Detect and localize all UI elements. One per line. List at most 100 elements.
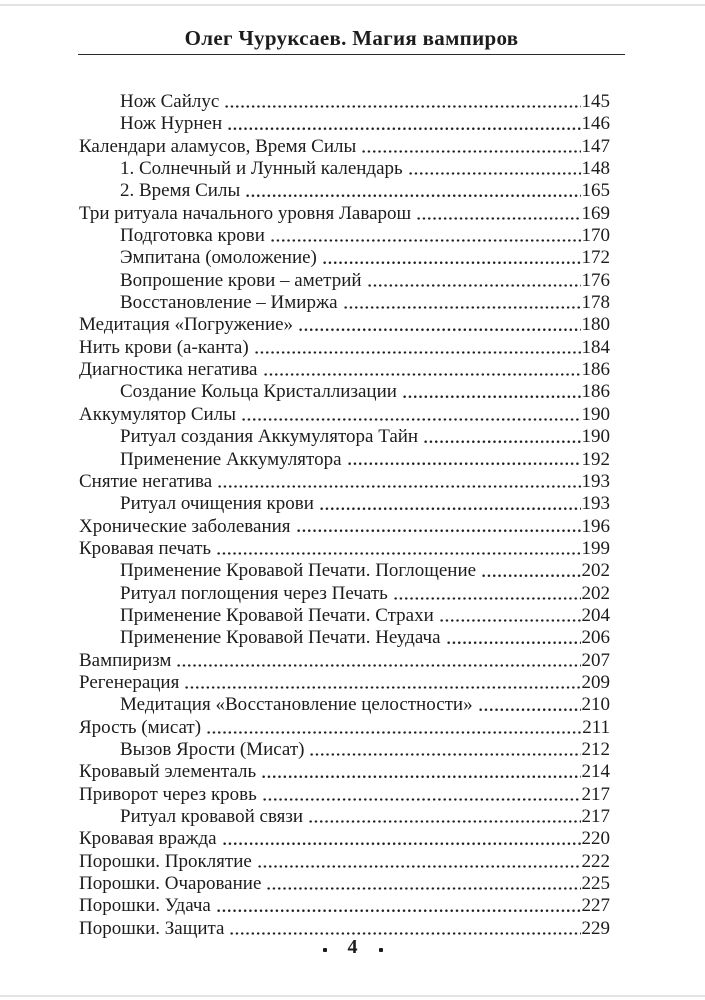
toc-leader-dots (215, 908, 581, 914)
toc-entry: Создание Кольца Кристаллизации 186 (79, 381, 610, 403)
toc-leader-dots (221, 841, 581, 847)
toc-leader-dots (318, 506, 581, 512)
toc-entry-title: Ритуал поглощения через Печать (120, 582, 388, 604)
scan-artifact-bottom (0, 995, 705, 997)
toc-entry-page: 172 (581, 247, 611, 269)
toc-entry-page: 165 (581, 180, 611, 202)
toc-leader-dots (342, 305, 581, 311)
toc-leader-dots (416, 215, 581, 222)
toc-entry-page: 202 (581, 560, 611, 582)
toc-entry-page: 147 (581, 135, 611, 157)
toc-entry-title: 2. Время Силы (120, 180, 241, 202)
toc-entry-title: Приворот через кровь (79, 783, 257, 805)
toc-entry-title: Порошки. Очарование (79, 873, 262, 895)
toc-entry-page: 145 (581, 91, 611, 112)
toc-entry-page: 227 (581, 895, 611, 917)
toc-entry-title: Регенерация (79, 671, 180, 693)
toc-entry-page: 211 (582, 716, 610, 738)
toc-entry: Восстановление – Имиржа 178 (79, 292, 610, 314)
toc-entry: Медитация «Восстановление целостности» 2… (79, 694, 610, 716)
toc-entry: Диагностика негатива 186 (79, 359, 610, 381)
toc-entry-title: Медитация «Погружение» (79, 314, 294, 336)
toc-entry-title: Восстановление – Имиржа (120, 292, 338, 314)
toc-entry: Порошки. Проклятие 222 (79, 851, 610, 873)
toc-entry-page: 196 (581, 515, 611, 537)
toc-entry-page: 229 (581, 917, 611, 939)
toc-entry-page: 186 (581, 381, 611, 403)
toc-leader-dots (269, 238, 581, 244)
toc-leader-dots (261, 796, 581, 802)
toc-leader-dots (366, 282, 581, 289)
toc-leader-dots (401, 394, 581, 400)
toc-entry-page: 217 (581, 783, 611, 805)
toc-leader-dots (321, 260, 581, 266)
toc-entry-page: 190 (581, 403, 611, 425)
toc-entry: Ритуал кровавой связи 217 (79, 806, 610, 828)
toc-entry: Календари аламусов, Время Силы 147 (79, 136, 610, 158)
toc-entry-title: Применение Кровавой Печати. Страхи (120, 604, 434, 626)
toc-entry: Применение Кровавой Печати. Поглощение 2… (79, 560, 610, 582)
toc-entry: Применение Кровавой Печати. Страхи 204 (79, 605, 610, 627)
toc-leader-dots (245, 193, 581, 199)
toc-entry: Нож Нурнен 146 (79, 113, 610, 135)
toc-entry-title: Ритуал кровавой связи (120, 806, 304, 827)
toc-entry-page: 190 (581, 426, 611, 448)
toc-entry: Вампиризм 207 (79, 650, 610, 672)
toc-entry-page: 204 (581, 604, 611, 626)
footer-ornament-dot-left (322, 948, 327, 952)
toc-entry: Порошки. Защита 229 (79, 918, 610, 940)
toc-entry-title: Применение Аккумулятора (120, 448, 342, 470)
toc-entry-title: Порошки. Проклятие (79, 850, 252, 872)
toc-leader-dots (308, 818, 581, 825)
toc-entry: Ритуал создания Аккумулятора Тайн 190 (79, 426, 610, 448)
toc-entry-title: Аккумулятор Силы (79, 403, 236, 425)
toc-entry-page: 222 (581, 850, 611, 872)
toc-list: Нож Сайлус 145 Нож Нурнен 146 Календари … (79, 91, 610, 940)
toc-entry-title: Ярость (мисат) (79, 716, 202, 738)
toc-entry-title: Ритуал очищения крови (120, 493, 314, 515)
toc-entry-page: 169 (581, 202, 611, 224)
running-header-title: Олег Чуруксаев. Магия вампиров (78, 26, 625, 55)
toc-entry: Эмпитана (омоложение) 172 (79, 247, 610, 269)
toc-entry-title: Вопрошение крови – аметрий (120, 269, 362, 291)
toc-entry-title: Хронические заболевания (79, 515, 291, 537)
toc-leader-dots (224, 103, 581, 110)
footer-page-number: 4 (347, 936, 358, 958)
toc-entry-title: Три ритуала начального уровня Лаварош (79, 202, 412, 224)
toc-leader-dots (229, 930, 581, 937)
toc-leader-dots (423, 439, 581, 445)
toc-entry-page: 146 (581, 113, 611, 135)
toc-entry-page: 170 (581, 225, 611, 247)
toc-entry: Порошки. Очарование 225 (79, 873, 610, 895)
toc-entry-page: 214 (581, 761, 611, 783)
toc-entry-title: Применение Кровавой Печати. Неудача (120, 627, 441, 649)
toc-leader-dots (206, 729, 582, 735)
toc-entry: Регенерация 209 (79, 672, 610, 694)
toc-entry: Медитация «Погружение» 180 (79, 314, 610, 336)
toc-entry: 2. Время Силы 165 (79, 180, 610, 202)
toc-entry: Ритуал поглощения через Печать 202 (79, 583, 610, 605)
toc-entry-title: Порошки. Защита (79, 917, 225, 939)
toc-entry: Нить крови (а-канта) 184 (79, 337, 610, 359)
toc-entry-page: 202 (581, 582, 611, 604)
toc-entry-page: 184 (581, 336, 611, 358)
toc-entry-title: Эмпитана (омоложение) (120, 247, 317, 269)
toc-entry-page: 180 (581, 314, 611, 336)
scan-artifact-top (0, 4, 705, 6)
page-footer: 4 (0, 936, 705, 959)
toc-entry-title: Снятие негатива (79, 470, 213, 492)
toc-entry-page: 220 (581, 828, 611, 850)
toc-entry-title: Вызов Ярости (Мисат) (120, 738, 305, 760)
toc-entry: Приворот через кровь 217 (79, 784, 610, 806)
toc-entry-title: Кровавый элементаль (79, 761, 257, 783)
toc-entry-page: 209 (581, 671, 611, 693)
toc-leader-dots (256, 863, 581, 870)
toc-entry-page: 176 (581, 269, 611, 291)
toc-leader-dots (445, 640, 581, 646)
toc-entry-title: Кровавая вражда (79, 828, 217, 850)
toc-leader-dots (176, 662, 581, 668)
toc-entry-page: 212 (581, 738, 611, 760)
toc-entry: Вопрошение крови – аметрий 176 (79, 270, 610, 292)
toc-entry: Подготовка крови 170 (79, 225, 610, 247)
